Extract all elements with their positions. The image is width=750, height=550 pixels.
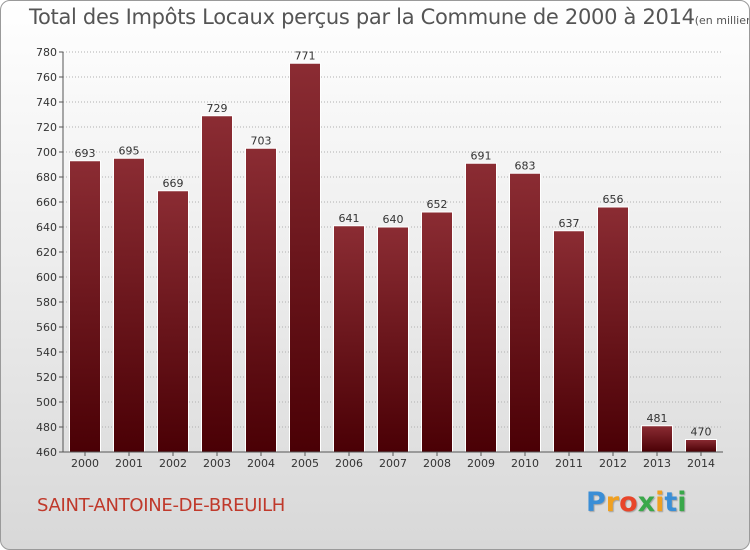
commune-name: SAINT-ANTOINE-DE-BREUILH: [37, 495, 286, 516]
bars: 693 695 669 729 703 771 641 640 652 691 683 637 656 4…: [69, 49, 717, 453]
y-tick-label: 560: [36, 321, 57, 334]
bar: [509, 172, 541, 453]
y-tick-label: 700: [36, 146, 57, 159]
y-tick-label: 460: [36, 446, 57, 459]
bar: [333, 225, 365, 453]
bar: [157, 190, 189, 453]
x-tick-label: 2000: [71, 457, 99, 470]
y-tick-label: 760: [36, 71, 57, 84]
x-tick-label: 2008: [423, 457, 451, 470]
bar-value-label: 640: [383, 213, 404, 226]
proxiti-logo[interactable]: Proxiti: [586, 487, 687, 518]
y-tick-label: 680: [36, 171, 57, 184]
bar-value-label: 481: [647, 412, 668, 425]
bar-value-label: 652: [427, 198, 448, 211]
y-axis: 460 480 500 520 540 560 580 600 620 640 660 680 700 7…: [36, 46, 64, 459]
x-tick-label: 2005: [291, 457, 319, 470]
x-tick-label: 2007: [379, 457, 407, 470]
bar: [245, 147, 277, 453]
x-axis: 2000 2001 2002 2003 2004 2005 2006 2007 2008 2009…: [63, 451, 723, 470]
y-tick-label: 780: [36, 46, 57, 59]
bar-value-label: 470: [691, 426, 712, 439]
logo-letter: o: [619, 487, 638, 518]
bar-value-label: 641: [339, 212, 360, 225]
y-tick-label: 660: [36, 196, 57, 209]
y-tick-label: 580: [36, 296, 57, 309]
bar-value-label: 771: [295, 49, 316, 62]
y-tick-label: 520: [36, 371, 57, 384]
bar: [421, 211, 453, 453]
chart-title: Total des Impôts Locaux perçus par la Co…: [29, 5, 695, 29]
x-tick-label: 2011: [555, 457, 583, 470]
y-tick-label: 500: [36, 396, 57, 409]
y-tick-label: 640: [36, 221, 57, 234]
bar-value-label: 729: [207, 102, 228, 115]
x-tick-label: 2013: [643, 457, 671, 470]
logo-letter: r: [605, 487, 620, 518]
logo-letter: t: [664, 487, 678, 518]
x-tick-label: 2010: [511, 457, 539, 470]
bar: [201, 115, 233, 453]
y-tick-label: 740: [36, 96, 57, 109]
chart-title-unit: (en milliers d'€): [694, 14, 749, 27]
bar: [641, 425, 673, 453]
bar: [465, 162, 497, 453]
x-tick-label: 2006: [335, 457, 363, 470]
logo-letter: i: [677, 487, 687, 518]
y-tick-label: 720: [36, 121, 57, 134]
y-tick-label: 480: [36, 421, 57, 434]
x-tick-label: 2003: [203, 457, 231, 470]
bar: [597, 206, 629, 453]
bar-value-label: 693: [75, 147, 96, 160]
bar: [69, 160, 101, 453]
bar: [553, 230, 585, 453]
bar-value-label: 703: [251, 134, 272, 147]
y-tick-label: 600: [36, 271, 57, 284]
x-tick-label: 2009: [467, 457, 495, 470]
bar: [685, 439, 717, 453]
bar: [377, 226, 409, 453]
x-tick-label: 2012: [599, 457, 627, 470]
bar: [113, 157, 145, 453]
bar-value-label: 669: [163, 177, 184, 190]
bar-value-label: 637: [559, 217, 580, 230]
y-tick-label: 540: [36, 346, 57, 359]
bar-value-label: 683: [515, 159, 536, 172]
x-tick-label: 2002: [159, 457, 187, 470]
x-tick-label: 2001: [115, 457, 143, 470]
logo-letter: P: [586, 487, 606, 518]
chart-title-block: Total des Impôts Locaux perçus par la Co…: [29, 5, 749, 29]
bar-value-label: 695: [119, 144, 140, 157]
logo-letter: i: [655, 487, 665, 518]
bar-value-label: 691: [471, 149, 492, 162]
x-tick-label: 2014: [687, 457, 715, 470]
logo-letter: x: [637, 487, 656, 518]
bar: [289, 62, 321, 453]
x-tick-label: 2004: [247, 457, 275, 470]
y-tick-label: 620: [36, 246, 57, 259]
bar-value-label: 656: [603, 193, 624, 206]
